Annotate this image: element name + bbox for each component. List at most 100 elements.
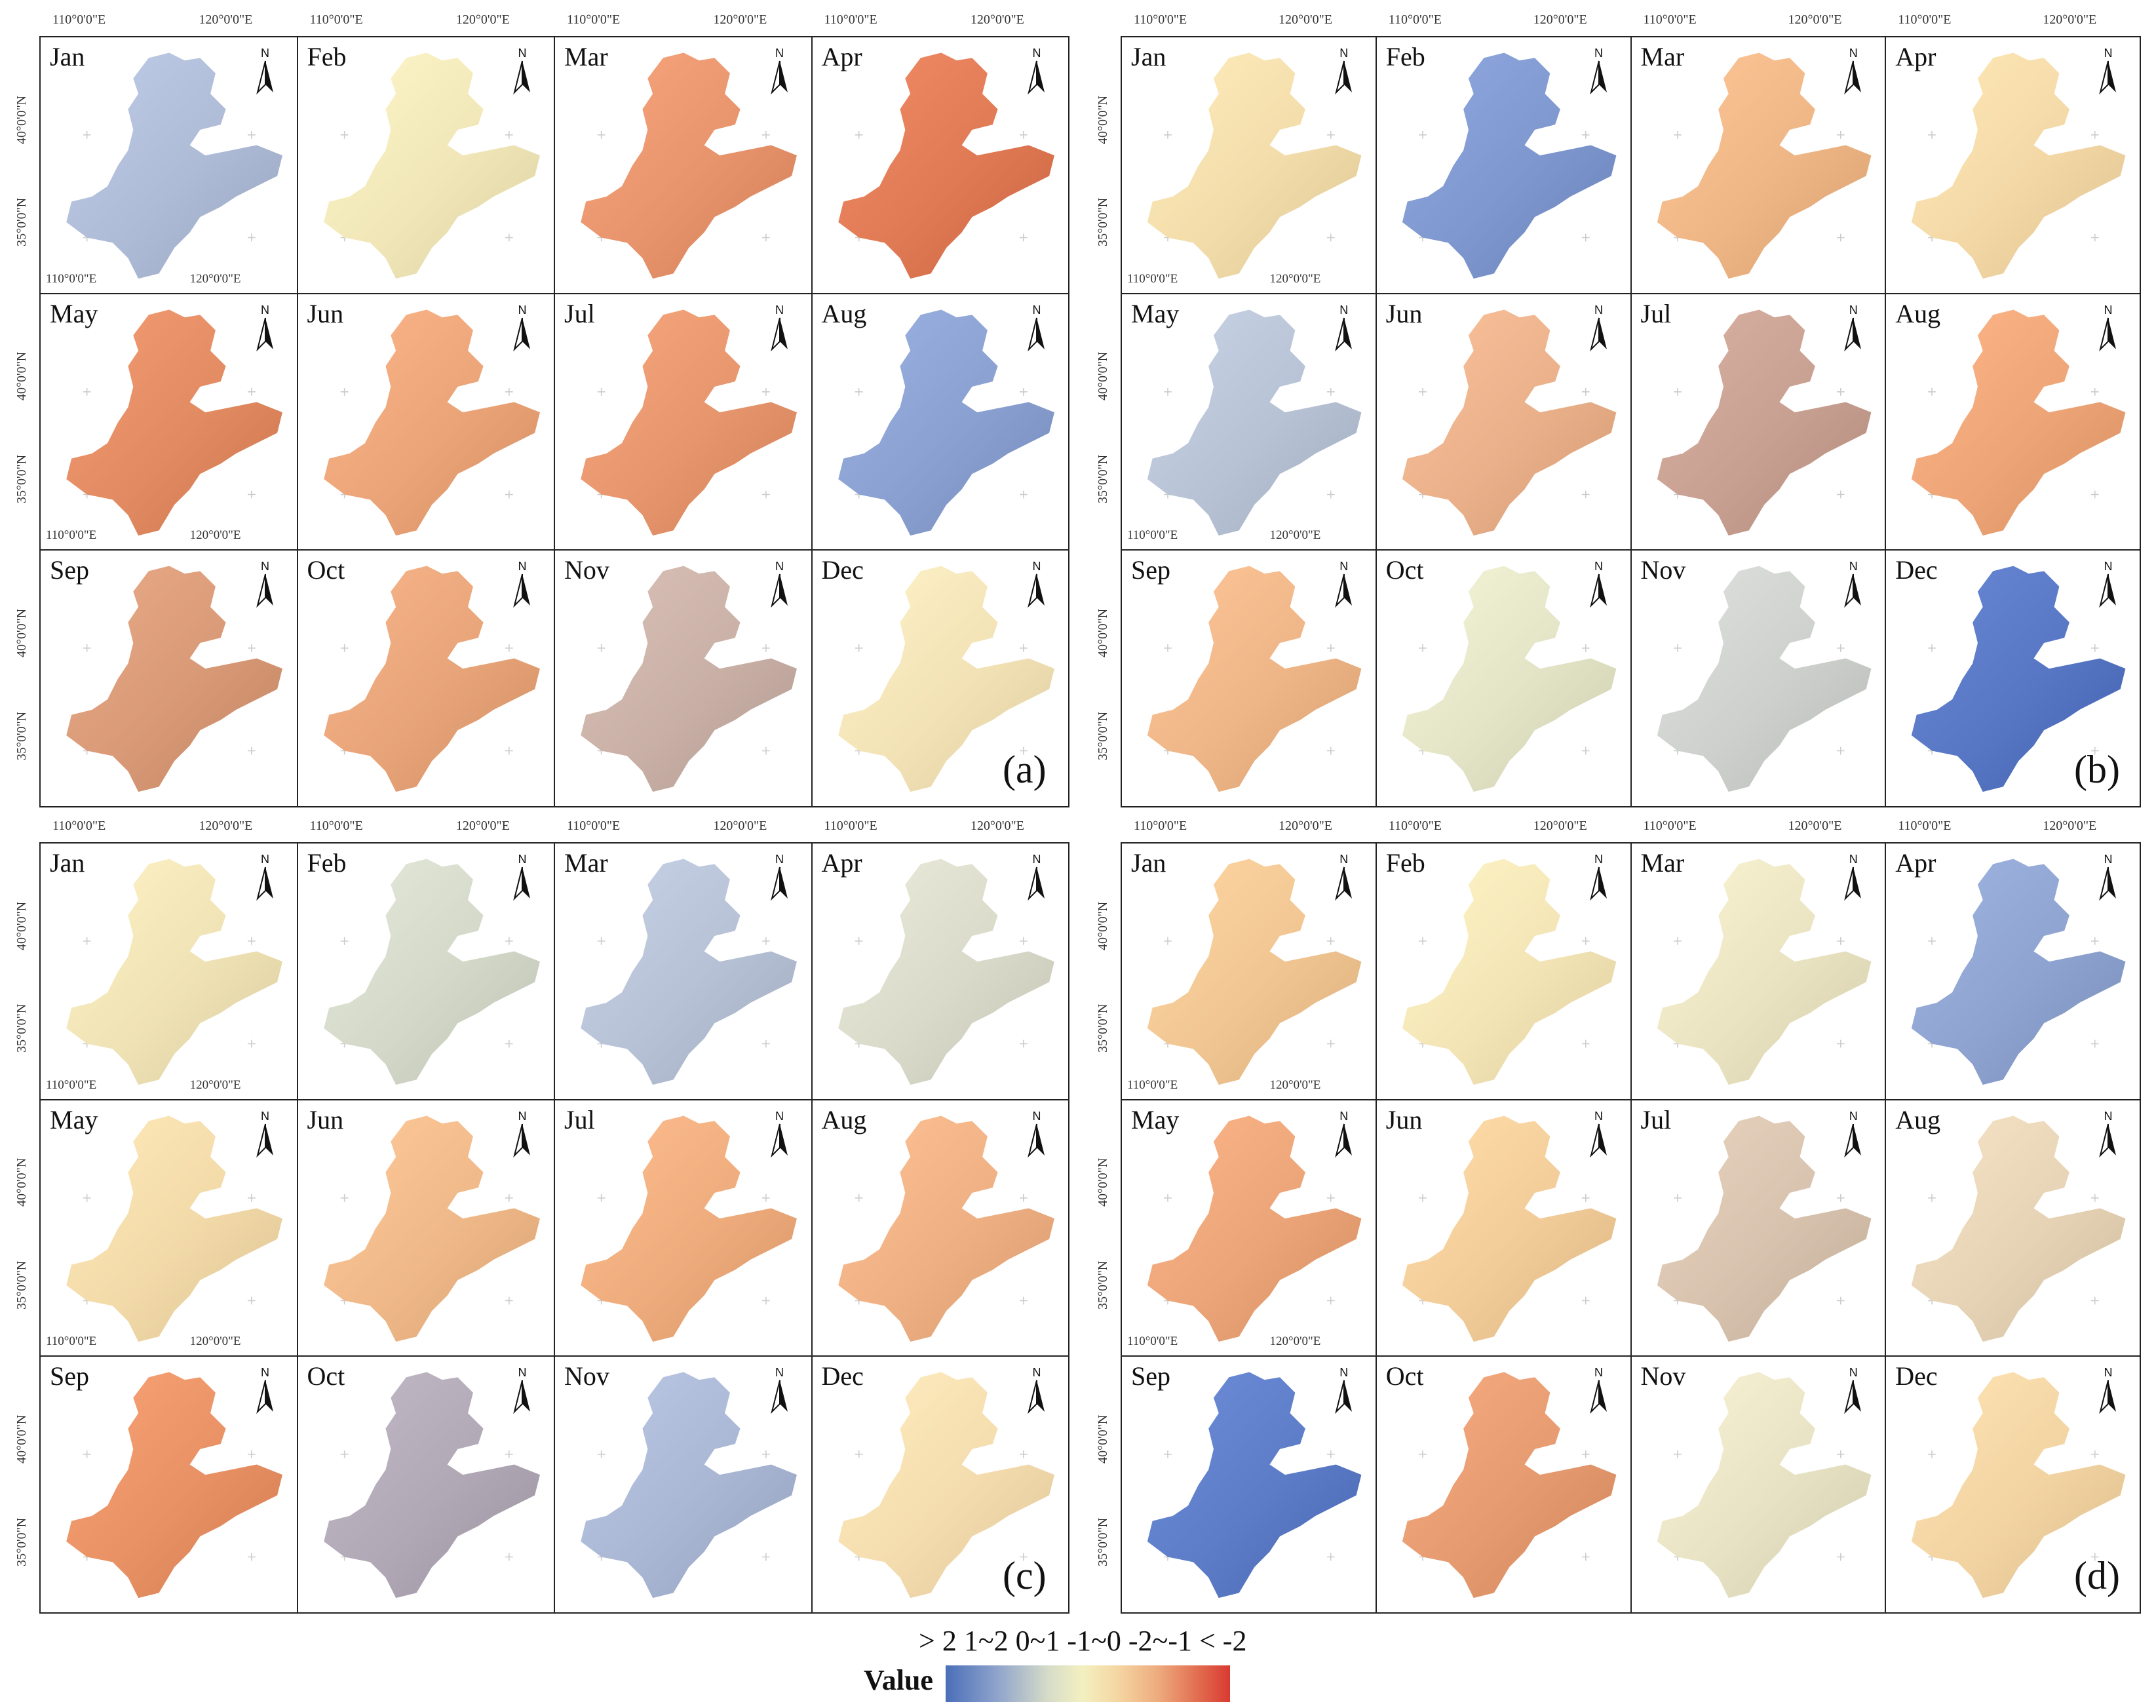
month-label: Aug	[821, 1104, 867, 1135]
month-label: Oct	[307, 1361, 345, 1391]
region-map	[837, 566, 1054, 792]
graticule-cross	[1836, 130, 1845, 139]
graticule-cross	[761, 233, 770, 242]
month-map-feb: Feb N	[1375, 842, 1632, 1100]
graticule-cross	[247, 1194, 256, 1202]
month-label: Oct	[307, 555, 345, 585]
graticule-cross	[505, 1039, 513, 1048]
north-label: N	[1594, 1109, 1603, 1123]
graticule-cross	[597, 1194, 606, 1202]
month-map-mar: Mar N	[554, 842, 813, 1100]
graticule-cross	[1673, 130, 1682, 139]
longitude-label: 120°0'0"E	[713, 12, 767, 27]
latitude-label: 40°0'0"N	[1096, 901, 1110, 950]
region-shape	[581, 52, 797, 279]
north-label: N	[775, 1366, 784, 1380]
month-map-nov: Nov N	[554, 1355, 813, 1614]
graticule-cross	[1581, 937, 1590, 945]
graticule-cross	[855, 644, 863, 653]
graticule-cross	[1164, 130, 1172, 139]
graticule-cross	[83, 1194, 91, 1202]
north-arrow-icon: N	[1024, 1110, 1050, 1161]
month-map-nov: Nov N	[1630, 1355, 1887, 1614]
graticule-cross	[1019, 1296, 1028, 1305]
graticule-cross	[1581, 1553, 1590, 1561]
inner-longitude-label: 110°0'0"E	[46, 1077, 97, 1092]
latitude-label: 35°0'0"N	[14, 197, 29, 247]
region-shape	[1657, 1116, 1871, 1342]
north-label: N	[775, 560, 784, 573]
region-shape	[581, 309, 797, 535]
longitude-label: 110°0'0"E	[1134, 819, 1187, 833]
graticule-cross	[1581, 490, 1590, 499]
month-label: Feb	[307, 848, 347, 878]
north-label: N	[1032, 853, 1041, 866]
inner-longitude-label: 120°0'0"E	[1269, 271, 1321, 286]
north-arrow-icon: N	[1331, 1366, 1357, 1417]
region-map	[1402, 859, 1617, 1085]
north-arrow-icon: N	[1331, 47, 1357, 98]
graticule-cross	[1836, 387, 1845, 396]
region-map	[66, 1372, 282, 1599]
longitude-label: 110°0'0"E	[309, 12, 363, 27]
month-label: Mar	[564, 848, 608, 878]
north-arrow-icon: N	[1586, 1110, 1612, 1161]
latitude-label: 35°0'0"N	[1096, 1517, 1110, 1566]
panel-letter: (b)	[2074, 748, 2120, 791]
north-label: N	[518, 560, 527, 573]
longitude-label: 120°0'0"E	[2043, 12, 2097, 27]
graticule-cross	[1928, 937, 1936, 945]
month-label: May	[50, 298, 98, 328]
longitude-label: 110°0'0"E	[52, 819, 106, 833]
region-shape	[1657, 566, 1871, 792]
graticule-cross	[597, 644, 606, 653]
north-label: N	[1594, 1366, 1603, 1380]
region-map	[1147, 309, 1362, 535]
graticule-cross	[247, 1450, 256, 1459]
longitude-label: 110°0'0"E	[1898, 12, 1952, 27]
legend-title: Value	[864, 1664, 933, 1696]
region-map	[1402, 566, 1617, 792]
region-shape	[581, 566, 797, 792]
north-label: N	[1339, 853, 1349, 866]
month-map-dec: Dec N	[1885, 549, 2141, 807]
month-label: Sep	[1131, 1361, 1170, 1391]
region-shape	[323, 1372, 540, 1599]
region-shape	[66, 1372, 282, 1599]
graticule-cross	[2091, 1194, 2099, 1202]
month-label: Jul	[564, 1104, 595, 1135]
north-label: N	[1032, 1366, 1041, 1380]
graticule-cross	[1581, 130, 1590, 139]
latitude-label: 35°0'0"N	[14, 1517, 29, 1566]
region-shape	[837, 52, 1054, 279]
month-map-aug: Aug N	[1885, 1098, 2141, 1357]
north-label: N	[518, 1109, 527, 1123]
region-shape	[1657, 309, 1871, 535]
month-map-nov: Nov N	[1630, 549, 1887, 807]
graticule-cross	[505, 490, 513, 499]
month-map-feb: Feb N	[296, 842, 555, 1100]
north-label: N	[1339, 47, 1349, 60]
inner-longitude-label: 110°0'0"E	[1127, 1334, 1178, 1349]
graticule-cross	[1928, 130, 1936, 139]
month-label: Jun	[1385, 298, 1423, 328]
region-map	[1657, 52, 1871, 279]
graticule-cross	[761, 644, 770, 653]
longitude-label: 120°0'0"E	[1533, 819, 1587, 833]
north-arrow-icon: N	[1024, 47, 1050, 98]
latitude-label: 40°0'0"N	[1096, 1157, 1110, 1207]
month-map-aug: Aug N	[811, 292, 1069, 551]
graticule-cross	[2091, 1296, 2099, 1305]
month-map-apr: Apr N	[811, 36, 1069, 294]
month-label: Aug	[1895, 298, 1941, 328]
graticule-cross	[1019, 1039, 1028, 1048]
north-arrow-icon: N	[2095, 853, 2121, 904]
north-arrow-icon: N	[252, 1366, 279, 1417]
month-label: Jul	[1640, 1104, 1672, 1135]
month-label: Feb	[1385, 42, 1425, 71]
month-map-dec: Dec N	[811, 1355, 1069, 1614]
latitude-label: 40°0'0"N	[14, 608, 29, 657]
region-map	[837, 309, 1054, 535]
graticule-cross	[2091, 1039, 2099, 1048]
region-shape	[66, 52, 282, 279]
